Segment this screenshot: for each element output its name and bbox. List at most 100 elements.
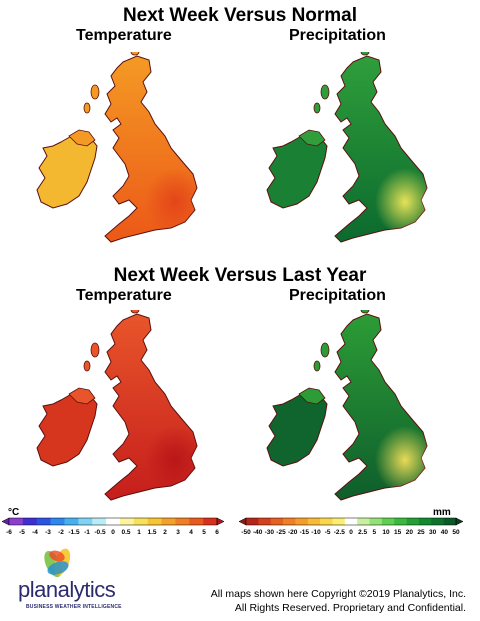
legend-tick-label: 0 [349,529,353,536]
legend-swatch [175,518,190,525]
legend-tick-label: -40 [253,529,263,536]
copyright-line-1: All maps shown here Copyright ©2019 Plan… [210,588,466,600]
legend-swatch [50,518,65,525]
legend-swatch [381,518,395,525]
legend-tick-label: -3 [45,529,51,536]
island [360,310,370,314]
anomaly-highlight [375,168,427,236]
legend-swatch [320,518,333,525]
legend-tick-label: -10 [311,529,321,536]
island [320,342,330,358]
copyright-line-2: All Rights Reserved. Proprietary and Con… [234,602,466,614]
ireland-region [36,391,98,467]
legend-tick-label: -5 [19,529,25,536]
legend-tick-label: 20 [406,529,414,536]
northern-ireland-region [68,129,96,147]
legend-swatch [283,518,296,525]
legend-swatch [22,518,38,525]
northern-ireland-region [68,387,96,405]
temperature-unit: °C [8,507,20,518]
legend-tick-label: 0 [111,529,115,536]
legend-tick-label: 3 [176,529,180,536]
island [130,52,140,56]
island [313,360,321,372]
legend-swatch [161,518,176,525]
northern-ireland-region [298,129,326,147]
planalytics-logo-text: planalytics [18,577,116,602]
legend-tick-label: -0.5 [94,529,106,536]
ireland-region [266,391,328,467]
legend-swatch [92,518,107,525]
island [320,84,330,100]
legend-tick-label: 5 [373,529,377,536]
legend-tick-label: -5 [325,529,331,536]
anomaly-highlight [375,426,427,494]
island [130,310,140,314]
anomaly-highlight [145,426,197,494]
map-precipitation-vs-last-year [266,310,428,501]
legend-swatch [9,518,24,525]
ireland-region [266,133,328,209]
legend-tick-label: 15 [394,529,402,536]
subtitle-precipitation-top: Precipitation [289,27,386,44]
island [360,52,370,56]
legend-tick-label: -1 [84,529,90,536]
title-normal: Next Week Versus Normal [122,5,358,26]
legend-swatch [443,518,457,525]
island [90,84,100,100]
legend-tick-label: 2.5 [358,529,367,536]
legend-swatch [295,518,309,525]
legend-tick-label: 30 [429,529,437,536]
map-temperature-vs-normal [36,52,198,243]
legend-tick-label: 5 [202,529,206,536]
legend-swatch [147,518,162,525]
legend-swatch [369,518,383,525]
legend-swatch [406,518,420,525]
legend-swatch [270,518,284,525]
precipitation-unit: mm [433,507,451,518]
title-last-year: Next Week Versus Last Year [113,265,367,286]
legend-tick-label: 4 [189,529,193,536]
subtitle-temperature-top: Temperature [76,27,172,44]
planalytics-tagline: BUSINESS WEATHER INTELLIGENCE [26,604,122,610]
legend-swatch [394,518,407,525]
legend-tick-label: -20 [288,529,298,536]
subtitle-temperature-bottom: Temperature [76,287,172,304]
legend-swatch [344,518,358,525]
legend-swatch [36,518,51,525]
copyright-notice: All maps shown here Copyright ©2019 Plan… [211,587,466,615]
legend-tick-label: -30 [265,529,275,536]
legend-swatch [133,518,148,525]
map-precipitation-vs-normal [266,52,428,243]
anomaly-highlight [145,168,197,236]
subtitle-precipitation-bottom: Precipitation [289,287,386,304]
legend-tick-label: -2 [58,529,64,536]
northern-ireland-region [298,387,326,405]
planalytics-logo-mark [44,548,71,578]
legend-tick-label: -25 [276,529,286,536]
legend-tick-label: -15 [300,529,310,536]
legend-tick-label: -4 [32,529,38,536]
legend-swatch [418,518,432,525]
legend-swatch [246,518,259,525]
island [90,342,100,358]
legend-tick-label: -6 [6,529,12,536]
legend-arrow-right [216,517,225,526]
island [313,102,321,114]
legend-tick-label: 25 [417,529,425,536]
legend-swatch [189,518,204,525]
legend-tick-label: -50 [241,529,251,536]
legend-swatch [357,518,370,525]
legend-swatch [64,518,79,525]
legend-swatch [203,518,218,525]
legend-tick-label: 10 [382,529,390,536]
legend-tick-label: -2.5 [334,529,346,536]
legend-tick-label: 6 [215,529,219,536]
legend-swatch [332,518,346,525]
island [83,360,91,372]
legend-swatch [258,518,272,525]
temperature-legend: -6 -5 -4 -3 -2 -1.5 -1 -0.5 0 0.5 1 1.5 2 3 4 5 6 [1,517,225,536]
island [83,102,91,114]
legend-tick-label: 1.5 [147,529,156,536]
legend-tick-label: 40 [441,529,449,536]
